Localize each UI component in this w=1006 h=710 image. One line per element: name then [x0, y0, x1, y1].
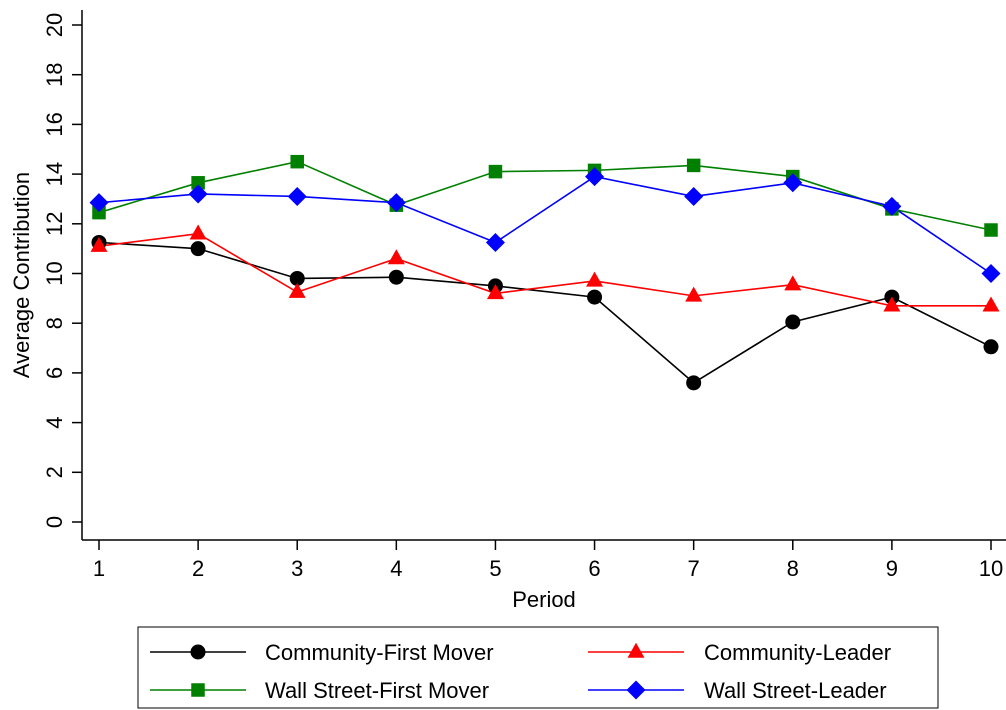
data-point-community-first-mover [587, 289, 603, 305]
x-tick-label: 4 [390, 556, 402, 581]
data-point-community-first-mover [289, 270, 305, 286]
data-point-wall-street-first-mover [984, 223, 998, 237]
x-tick-label: 10 [979, 556, 1003, 581]
data-point-wall-street-first-mover [488, 164, 503, 179]
x-tick-label: 5 [489, 556, 501, 581]
legend-label-wall-street-first-mover: Wall Street-First Mover [265, 678, 489, 703]
legend-marker-community-leader [627, 642, 645, 658]
x-axis-title: Period [512, 587, 576, 612]
data-point-wall-street-leader [485, 232, 505, 252]
series-markers-community-leader [90, 224, 1000, 312]
data-point-wall-street-leader [188, 184, 208, 204]
data-point-wall-street-leader [89, 193, 109, 213]
y-tick-label: 12 [42, 212, 67, 236]
series-markers-wall-street-first-mover [92, 154, 998, 237]
x-tick-label: 7 [688, 556, 700, 581]
data-point-community-leader [387, 249, 405, 265]
y-tick-label: 20 [42, 13, 67, 37]
x-tick-label: 8 [787, 556, 799, 581]
y-tick-label: 8 [42, 317, 67, 329]
y-tick-label: 14 [42, 162, 67, 186]
x-tick-label: 3 [291, 556, 303, 581]
axes [81, 10, 1006, 541]
data-point-wall-street-first-mover [92, 205, 106, 220]
legend-label-wall-street-leader: Wall Street-Leader [704, 678, 887, 703]
data-point-community-first-mover [785, 314, 801, 330]
data-point-community-leader [90, 236, 108, 252]
y-tick-label: 2 [42, 466, 67, 478]
legend-marker-wall-street-first-mover [191, 683, 205, 697]
y-tick-label: 6 [42, 367, 67, 379]
y-axis-title: Average Contribution [9, 172, 34, 378]
y-ticks: 0 2 4 6 8 10 12 14 16 18 20 [42, 13, 82, 528]
data-point-community-leader [883, 296, 901, 312]
data-point-wall-street-first-mover [686, 158, 701, 173]
legend-marker-community-first-mover [190, 644, 206, 660]
series-markers-community-first-mover [91, 234, 999, 391]
data-point-community-first-mover [686, 375, 702, 391]
legend-box [137, 626, 939, 709]
data-point-community-leader [982, 296, 1000, 312]
legend-label-community-leader: Community-Leader [704, 640, 891, 665]
x-tick-label: 1 [93, 556, 105, 581]
y-tick-label: 18 [42, 62, 67, 86]
series-lines [98, 160, 992, 384]
series-markers-wall-street-leader [89, 167, 1001, 283]
data-point-wall-street-leader [981, 264, 1001, 283]
x-tick-label: 6 [588, 556, 600, 581]
data-point-wall-street-leader [684, 186, 704, 206]
data-point-community-leader [586, 271, 604, 287]
x-tick-label: 2 [192, 556, 204, 581]
series-markers [89, 154, 1001, 391]
legend-marker-wall-street-leader [626, 680, 646, 700]
y-tick-label: 10 [42, 261, 67, 285]
data-point-wall-street-first-mover [191, 176, 205, 190]
x-ticks: 1 2 3 4 5 6 7 8 9 10 [93, 540, 1003, 581]
data-point-community-leader [486, 284, 504, 300]
data-point-community-leader [189, 224, 207, 240]
data-point-community-first-mover [190, 241, 206, 257]
y-tick-label: 16 [42, 112, 67, 136]
data-point-community-leader [685, 286, 703, 302]
data-point-wall-street-leader [882, 196, 902, 216]
data-point-community-first-mover [388, 269, 404, 285]
data-point-wall-street-leader [287, 186, 307, 206]
data-point-wall-street-leader [783, 173, 803, 193]
legend-label-community-first-mover: Community-First Mover [265, 640, 494, 665]
data-point-wall-street-leader [386, 193, 406, 213]
data-point-wall-street-leader [585, 167, 605, 187]
data-point-community-leader [784, 275, 802, 291]
legend: Community-First Mover Community-Leader Wal… [137, 626, 939, 709]
series-line-wall-street-leader [98, 175, 992, 275]
data-point-wall-street-first-mover [290, 154, 304, 169]
series-line-wall-street-first-mover [98, 160, 992, 231]
series-line-community-first-mover [98, 241, 992, 384]
x-tick-label: 9 [886, 556, 898, 581]
series-line-community-leader [98, 232, 991, 307]
y-tick-label: 4 [42, 416, 67, 428]
data-point-community-first-mover [983, 339, 999, 355]
data-point-community-leader [288, 282, 306, 298]
y-tick-label: 0 [42, 516, 67, 528]
